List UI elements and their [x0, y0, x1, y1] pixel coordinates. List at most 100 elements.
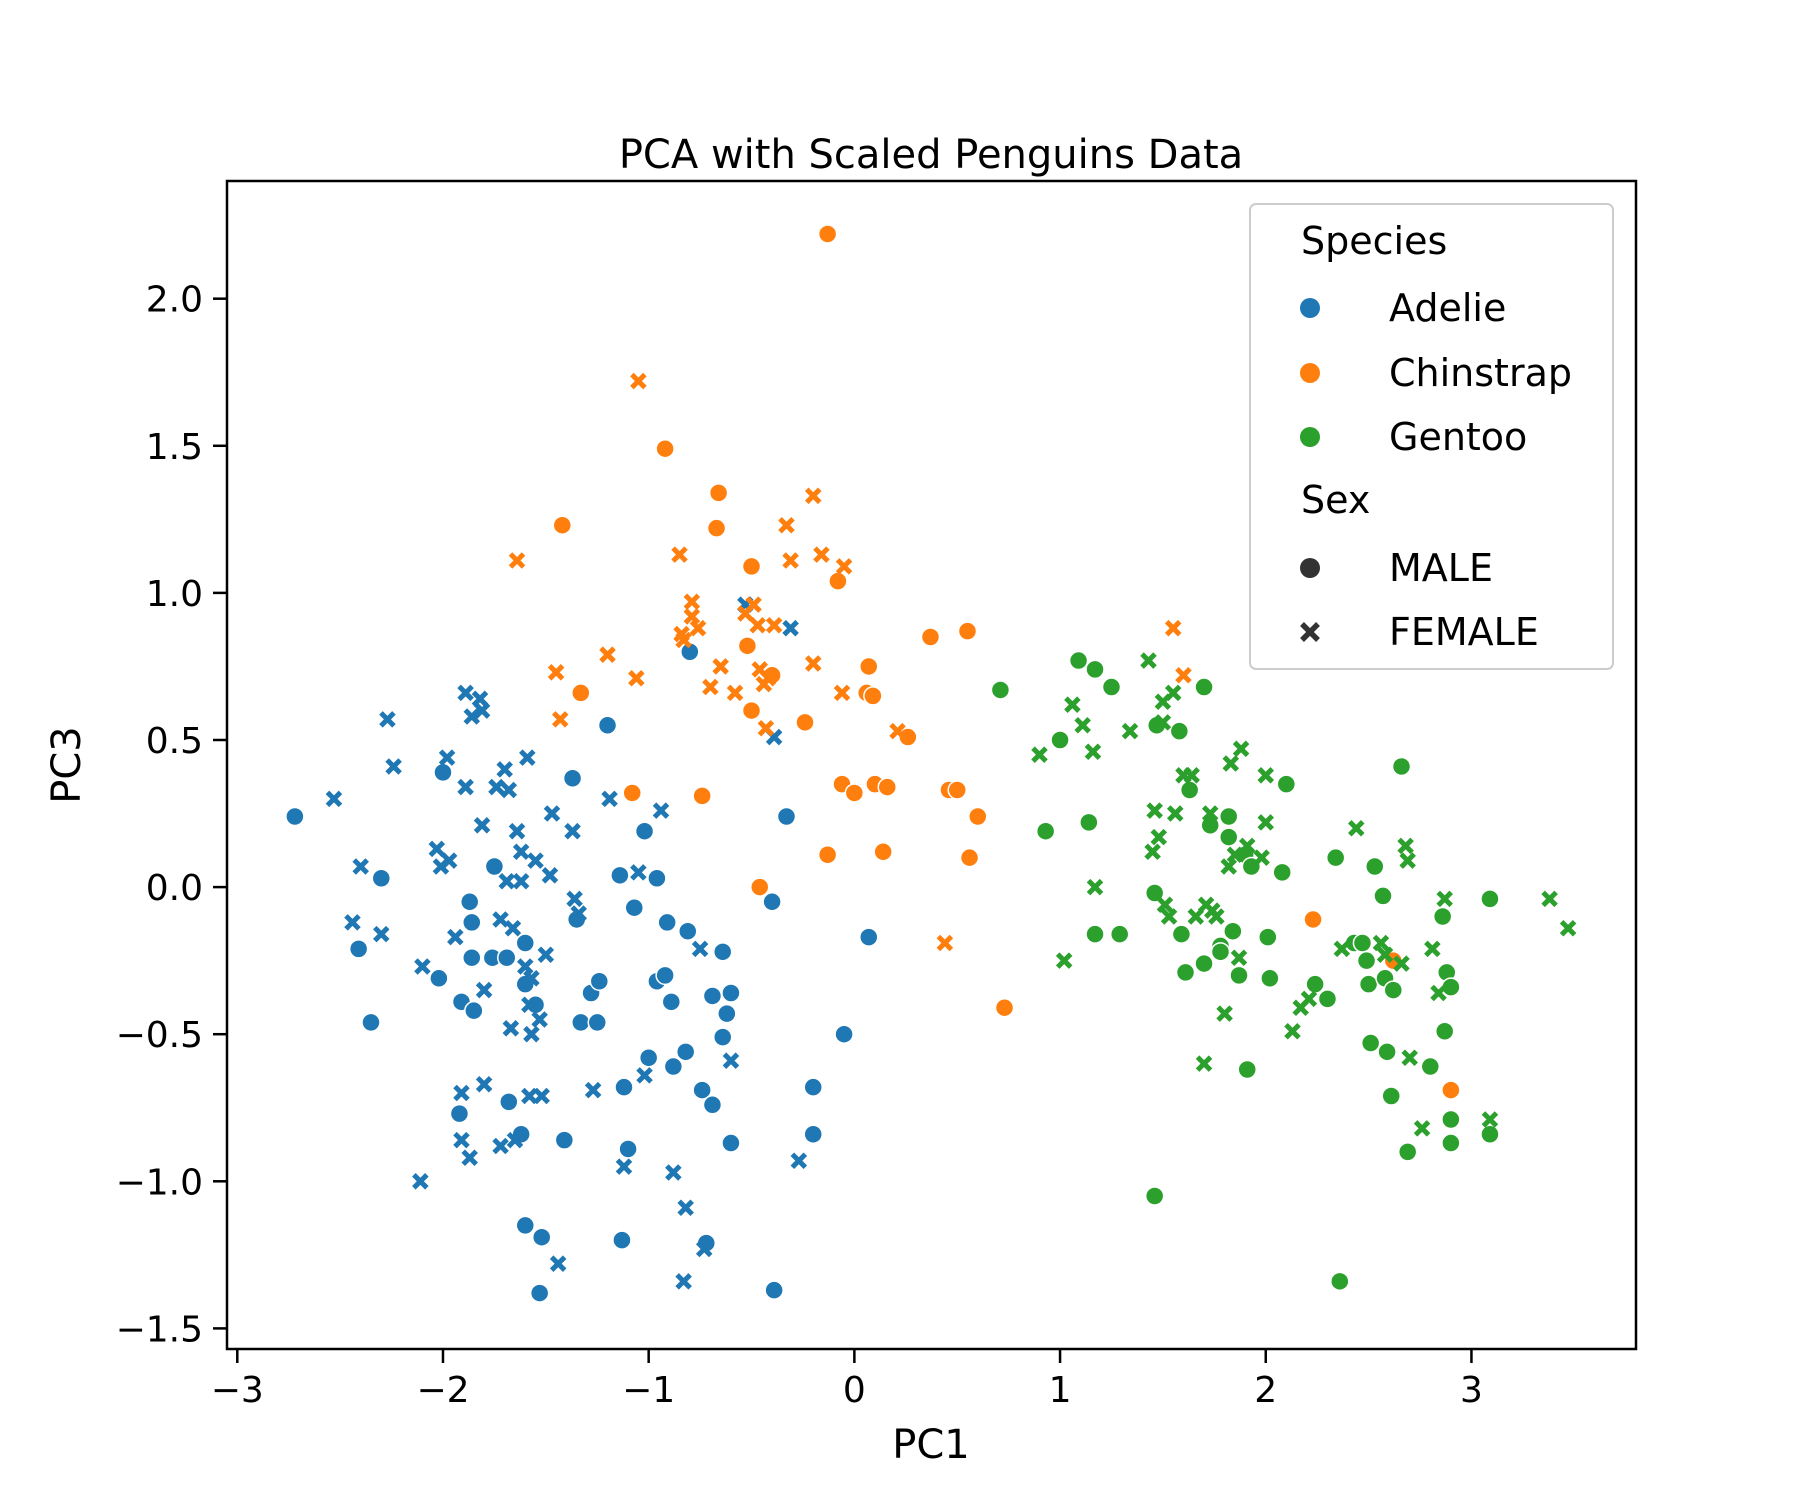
- gentoo-female-point: [1084, 743, 1102, 761]
- adelie-female-point: [512, 872, 530, 890]
- chinstrap-male-point: [859, 656, 879, 677]
- gentoo-female-point: [1393, 955, 1410, 972]
- gentoo-female-point: [1222, 755, 1240, 772]
- gentoo-male-point: [1420, 1056, 1441, 1077]
- adelie-female-point: [636, 1067, 653, 1084]
- gentoo-male-point: [1085, 659, 1105, 680]
- gentoo-female-point: [1397, 837, 1414, 855]
- adelie-male-point: [721, 1133, 741, 1153]
- adelie-male-point: [371, 868, 392, 889]
- adelie-female-point: [541, 867, 559, 884]
- chinstrap-female-point: [675, 631, 692, 649]
- adelie-female-point: [488, 778, 505, 796]
- gentoo-female-point: [1257, 814, 1275, 831]
- y-tick-label: 0.5: [146, 721, 203, 762]
- chinstrap-male-point: [957, 621, 978, 641]
- adelie-male-point: [610, 865, 630, 886]
- gentoo-female-point: [1140, 652, 1157, 669]
- adelie-male-point: [618, 1139, 638, 1159]
- gentoo-male-point: [990, 680, 1011, 700]
- x-tick-label: 2: [1254, 1370, 1277, 1411]
- adelie-male-point: [678, 921, 698, 941]
- chinstrap-female-point: [765, 616, 783, 634]
- chinstrap-male-point: [920, 627, 941, 647]
- gentoo-female-point: [1150, 828, 1168, 846]
- chinstrap-male-point: [749, 877, 770, 897]
- gentoo-female-point: [1372, 934, 1390, 952]
- chinstrap-male-point: [817, 844, 838, 865]
- adelie-male-point: [484, 856, 505, 877]
- adelie-female-point: [523, 970, 540, 987]
- gentoo-female-point: [1481, 1111, 1499, 1128]
- adelie-male-point: [717, 1003, 737, 1024]
- adelie-male-point: [531, 1227, 552, 1247]
- gentoo-male-point: [1381, 1086, 1401, 1106]
- chinstrap-male-point: [898, 727, 918, 747]
- y-tick-label: 0.0: [146, 868, 203, 909]
- adelie-female-point: [473, 702, 491, 719]
- gentoo-female-point: [1031, 746, 1048, 763]
- adelie-female-point: [601, 790, 618, 808]
- adelie-female-point: [352, 858, 369, 875]
- x-axis-label: PC1: [892, 1422, 970, 1468]
- gentoo-male-point: [1035, 821, 1056, 841]
- chinstrap-female-point: [759, 669, 777, 687]
- chinstrap-female-point: [835, 558, 853, 575]
- legend-box: [1249, 203, 1614, 670]
- adelie-female-point: [500, 781, 518, 799]
- gentoo-male-point: [1276, 774, 1297, 794]
- gentoo-male-point: [1352, 933, 1373, 953]
- gentoo-female-point: [1300, 990, 1318, 1008]
- adelie-female-point: [379, 711, 396, 728]
- gentoo-male-point: [1383, 980, 1404, 1000]
- chinstrap-female-point: [683, 608, 701, 625]
- adelie-male-point: [464, 1000, 484, 1021]
- chinstrap-female-point: [551, 711, 569, 728]
- chinstrap-male-point: [692, 786, 712, 806]
- gentoo-female-point: [1559, 920, 1577, 937]
- chinstrap-male-point: [737, 636, 758, 656]
- adelie-male-point: [515, 1215, 536, 1236]
- adelie-male-point: [663, 1056, 684, 1077]
- adelie-female-point: [675, 1273, 692, 1290]
- legend-sex-title: Sex: [1301, 478, 1370, 522]
- chinstrap-female-point: [547, 664, 565, 681]
- adelie-male-point: [803, 1077, 823, 1097]
- adelie-female-point: [492, 1137, 509, 1155]
- adelie-female-point: [566, 890, 583, 908]
- gentoo-female-point: [1074, 717, 1091, 734]
- adelie-female-point: [438, 749, 456, 766]
- chinstrap-male-point: [655, 438, 675, 459]
- adelie-female-point: [584, 1081, 602, 1099]
- x-tick-label: 1: [1049, 1370, 1072, 1411]
- adelie-male-point: [764, 1280, 784, 1300]
- gentoo-male-point: [1305, 974, 1325, 994]
- legend-male-label: MALE: [1389, 546, 1493, 590]
- gentoo-female-point: [1187, 908, 1205, 925]
- gentoo-male-point: [1397, 1142, 1418, 1162]
- chinstrap-male-point: [708, 483, 729, 503]
- gentoo-female-point: [1436, 890, 1453, 908]
- y-axis-label: PC3: [44, 726, 90, 804]
- adelie-female-point: [498, 872, 516, 890]
- adelie-female-point: [652, 802, 670, 819]
- gentoo-male-point: [1101, 677, 1122, 697]
- gentoo-female-point: [1238, 837, 1256, 855]
- gentoo-female-point: [1257, 767, 1275, 784]
- gentoo-male-point: [1109, 924, 1130, 944]
- plot-frame: [225, 179, 1638, 1351]
- adelie-male-point: [834, 1024, 854, 1044]
- adelie-female-point: [504, 920, 522, 937]
- adelie-male-point: [721, 983, 741, 1003]
- gentoo-female-point: [1156, 896, 1174, 914]
- adelie-female-point: [502, 1020, 520, 1037]
- y-tick-label: −1.5: [116, 1309, 203, 1350]
- gentoo-male-point: [1223, 921, 1243, 941]
- adelie-female-point: [695, 1240, 713, 1258]
- gentoo-female-point: [1166, 805, 1184, 822]
- x-tick-label: 3: [1460, 1370, 1483, 1411]
- adelie-male-point: [571, 1012, 591, 1033]
- y-axis: −1.5 −1.0 −0.5 0.0 0.5 1.0 1.5 2.0: [116, 280, 227, 1350]
- legend-female-marker: [1300, 622, 1320, 642]
- gentoo-male-point: [1365, 856, 1385, 877]
